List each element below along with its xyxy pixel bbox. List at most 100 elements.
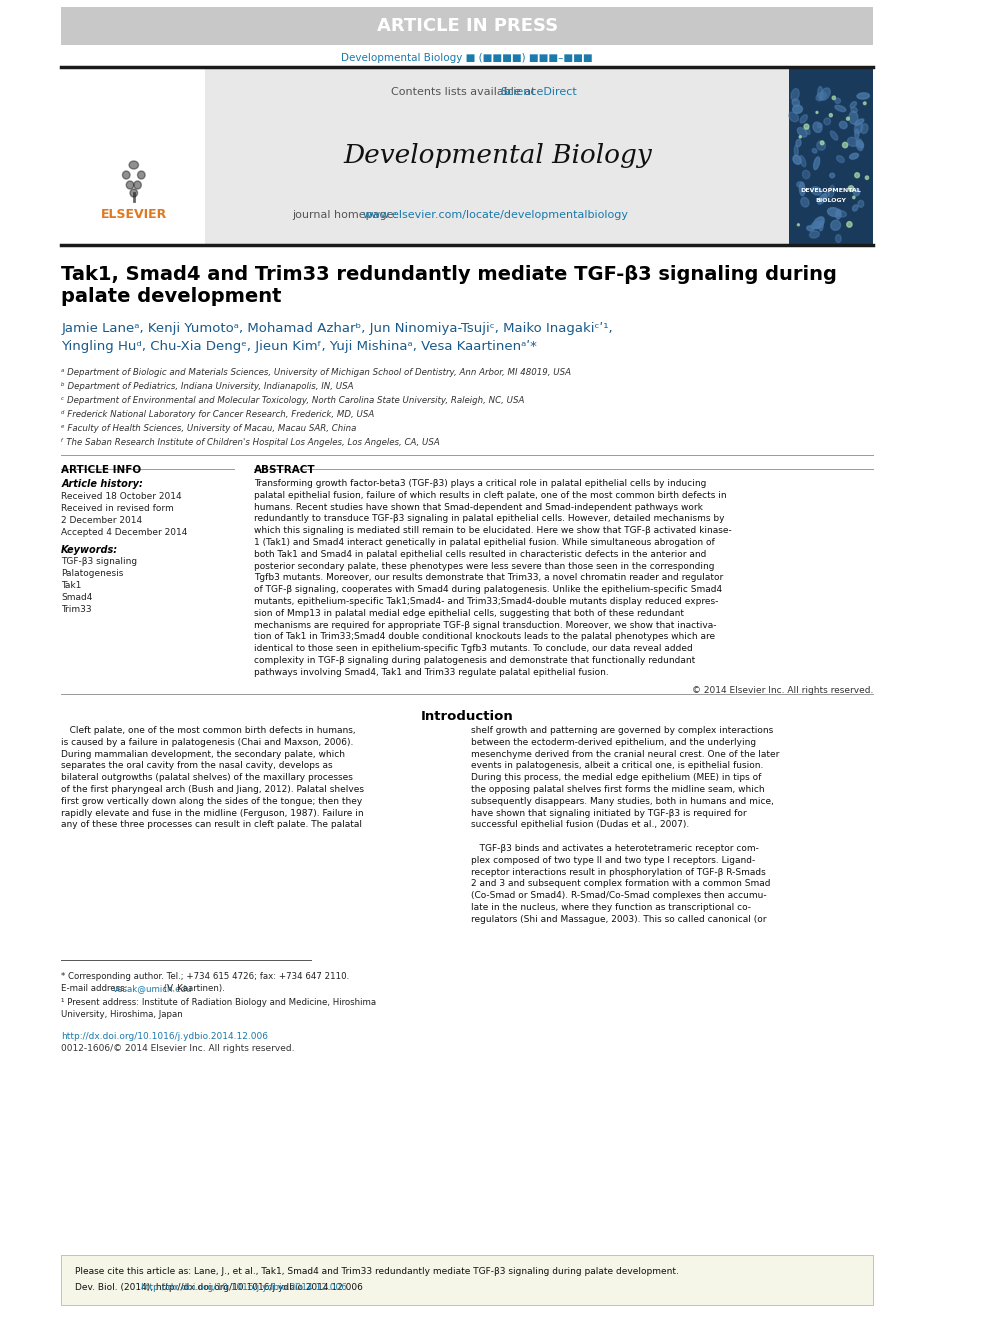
Ellipse shape [835, 234, 841, 242]
Ellipse shape [857, 140, 864, 148]
Ellipse shape [847, 138, 858, 147]
Circle shape [846, 118, 849, 120]
Text: ᵇ Department of Pediatrics, Indiana University, Indianapolis, IN, USA: ᵇ Department of Pediatrics, Indiana Univ… [62, 382, 354, 392]
Ellipse shape [851, 107, 857, 112]
Text: ARTICLE INFO: ARTICLE INFO [62, 464, 142, 475]
Ellipse shape [811, 187, 821, 194]
Text: events in palatogenesis, albeit a critical one, is epithelial fusion.: events in palatogenesis, albeit a critic… [471, 762, 764, 770]
Circle shape [798, 224, 800, 226]
Circle shape [863, 102, 866, 105]
Text: of the first pharyngeal arch (Bush and Jiang, 2012). Palatal shelves: of the first pharyngeal arch (Bush and J… [62, 785, 364, 794]
Ellipse shape [801, 197, 809, 206]
Ellipse shape [856, 139, 863, 151]
Text: which this signaling is mediated still remain to be elucidated. Here we show tha: which this signaling is mediated still r… [254, 527, 732, 536]
Text: Developmental Biology ■ (■■■■) ■■■–■■■: Developmental Biology ■ (■■■■) ■■■–■■■ [341, 53, 593, 64]
Ellipse shape [813, 157, 819, 169]
Text: ScienceDirect: ScienceDirect [500, 87, 577, 97]
Text: During this process, the medial edge epithelium (MEE) in tips of: During this process, the medial edge epi… [471, 773, 762, 782]
Text: posterior secondary palate, these phenotypes were less severe than those seen in: posterior secondary palate, these phenot… [254, 561, 715, 570]
Text: Developmental Biology: Developmental Biology [343, 143, 652, 168]
Ellipse shape [793, 99, 800, 106]
Text: plex composed of two type II and two type I receptors. Ligand-: plex composed of two type II and two typ… [471, 856, 755, 865]
Ellipse shape [793, 105, 803, 114]
Text: Yingling Huᵈ, Chu-Xia Dengᵉ, Jieun Kimᶠ, Yuji Mishinaᵃ, Vesa Kaartinenᵃʹ*: Yingling Huᵈ, Chu-Xia Dengᵉ, Jieun Kimᶠ,… [62, 340, 537, 353]
Text: both Tak1 and Smad4 in palatal epithelial cells resulted in characteristic defec: both Tak1 and Smad4 in palatal epithelia… [254, 550, 706, 558]
Circle shape [832, 97, 835, 99]
Ellipse shape [849, 111, 858, 124]
Ellipse shape [126, 181, 134, 189]
Ellipse shape [789, 112, 799, 122]
Text: rapidly elevate and fuse in the midline (Ferguson, 1987). Failure in: rapidly elevate and fuse in the midline … [62, 808, 364, 818]
Text: Cleft palate, one of the most common birth defects in humans,: Cleft palate, one of the most common bir… [62, 726, 356, 736]
Ellipse shape [796, 139, 801, 147]
Ellipse shape [809, 232, 819, 238]
Ellipse shape [835, 98, 840, 103]
Text: vesak@umich.edu: vesak@umich.edu [112, 984, 192, 994]
Text: BIOLOGY: BIOLOGY [815, 197, 846, 202]
Ellipse shape [797, 181, 804, 188]
Ellipse shape [829, 173, 834, 177]
Ellipse shape [795, 146, 799, 156]
Ellipse shape [855, 130, 859, 139]
Bar [790, 67, 873, 243]
Text: 1 (Tak1) and Smad4 interact genetically in palatal epithelial fusion. While simu: 1 (Tak1) and Smad4 interact genetically … [254, 538, 715, 546]
Ellipse shape [791, 89, 800, 101]
Text: the opposing palatal shelves first forms the midline seam, which: the opposing palatal shelves first forms… [471, 785, 765, 794]
Text: first grow vertically down along the sides of the tongue; then they: first grow vertically down along the sid… [62, 796, 362, 806]
Ellipse shape [853, 188, 860, 196]
Text: Tak1, Smad4 and Trim33 redundantly mediate TGF-β3 signaling during: Tak1, Smad4 and Trim33 redundantly media… [62, 265, 837, 284]
Text: Contents lists available at: Contents lists available at [391, 87, 539, 97]
Text: subsequently disappears. Many studies, both in humans and mice,: subsequently disappears. Many studies, b… [471, 796, 774, 806]
Text: tion of Tak1 in Trim33;Smad4 double conditional knockouts leads to the palatal p: tion of Tak1 in Trim33;Smad4 double cond… [254, 632, 715, 642]
Ellipse shape [858, 200, 864, 208]
Ellipse shape [134, 181, 141, 189]
Text: have shown that signaling initiated by TGF-β3 is required for: have shown that signaling initiated by T… [471, 808, 747, 818]
Ellipse shape [806, 127, 810, 135]
Circle shape [842, 143, 848, 148]
Text: mesenchyme derived from the cranial neural crest. One of the later: mesenchyme derived from the cranial neur… [471, 750, 780, 758]
Circle shape [804, 124, 808, 130]
Ellipse shape [827, 208, 840, 217]
Circle shape [816, 111, 818, 114]
Circle shape [865, 176, 869, 180]
Text: successful epithelial fusion (Dudas et al., 2007).: successful epithelial fusion (Dudas et a… [471, 820, 689, 830]
Text: ᶜ Department of Environmental and Molecular Toxicology, North Carolina State Uni: ᶜ Department of Environmental and Molecu… [62, 396, 525, 405]
Ellipse shape [852, 205, 858, 212]
Text: journal homepage:: journal homepage: [292, 210, 401, 220]
Ellipse shape [816, 93, 826, 101]
Text: ᵃ Department of Biologic and Materials Sciences, University of Michigan School o: ᵃ Department of Biologic and Materials S… [62, 368, 571, 377]
Text: ELSEVIER: ELSEVIER [100, 209, 167, 221]
Ellipse shape [830, 221, 840, 230]
Text: receptor interactions result in phosphorylation of TGF-β R-Smads: receptor interactions result in phosphor… [471, 868, 766, 877]
Text: ᶠ The Saban Research Institute of Children's Hospital Los Angeles, Los Angeles, : ᶠ The Saban Research Institute of Childr… [62, 438, 440, 447]
Text: Received in revised form: Received in revised form [62, 504, 174, 513]
Ellipse shape [857, 93, 869, 99]
Ellipse shape [822, 192, 829, 201]
Text: ABSTRACT: ABSTRACT [254, 464, 316, 475]
Text: Tgfb3 mutants. Moreover, our results demonstrate that Trim33, a novel chromatin : Tgfb3 mutants. Moreover, our results dem… [254, 573, 723, 582]
Text: * Corresponding author. Tel.; +734 615 4726; fax: +734 647 2110.: * Corresponding author. Tel.; +734 615 4… [62, 972, 349, 980]
Circle shape [855, 173, 859, 177]
Circle shape [829, 114, 832, 116]
Text: between the ectoderm-derived epithelium, and the underlying: between the ectoderm-derived epithelium,… [471, 738, 756, 746]
Text: During mammalian development, the secondary palate, which: During mammalian development, the second… [62, 750, 345, 758]
Text: Tak1: Tak1 [62, 581, 81, 590]
Circle shape [800, 136, 802, 138]
Text: (V. Kaartinen).: (V. Kaartinen). [161, 984, 224, 994]
Ellipse shape [836, 209, 841, 220]
Text: regulators (Shi and Massague, 2003). This so called canonical (or: regulators (Shi and Massague, 2003). Thi… [471, 914, 767, 923]
Text: 0012-1606/© 2014 Elsevier Inc. All rights reserved.: 0012-1606/© 2014 Elsevier Inc. All right… [62, 1044, 295, 1053]
Text: sion of Mmp13 in palatal medial edge epithelial cells, suggesting that both of t: sion of Mmp13 in palatal medial edge epi… [254, 609, 684, 618]
Text: separates the oral cavity from the nasal cavity, develops as: separates the oral cavity from the nasal… [62, 762, 333, 770]
Ellipse shape [810, 221, 821, 229]
Ellipse shape [836, 210, 846, 217]
Text: TGF-β3 binds and activates a heterotetrameric receptor com-: TGF-β3 binds and activates a heterotetra… [471, 844, 759, 853]
Text: Transforming growth factor-beta3 (TGF-β3) plays a critical role in palatal epith: Transforming growth factor-beta3 (TGF-β3… [254, 479, 706, 488]
Text: E-mail address:: E-mail address: [62, 984, 131, 994]
Ellipse shape [817, 86, 823, 101]
Text: is caused by a failure in palatogenesis (Chai and Maxson, 2006).: is caused by a failure in palatogenesis … [62, 738, 353, 746]
Text: mutants, epithelium-specific Tak1;Smad4- and Trim33;Smad4-double mutants display: mutants, epithelium-specific Tak1;Smad4-… [254, 597, 719, 606]
Text: ᵉ Faculty of Health Sciences, University of Macau, Macau SAR, China: ᵉ Faculty of Health Sciences, University… [62, 423, 356, 433]
Text: © 2014 Elsevier Inc. All rights reserved.: © 2014 Elsevier Inc. All rights reserved… [692, 687, 873, 695]
Text: http://dx.doi.org/10.1016/j.ydbio.2014.12.006: http://dx.doi.org/10.1016/j.ydbio.2014.1… [62, 1032, 268, 1041]
